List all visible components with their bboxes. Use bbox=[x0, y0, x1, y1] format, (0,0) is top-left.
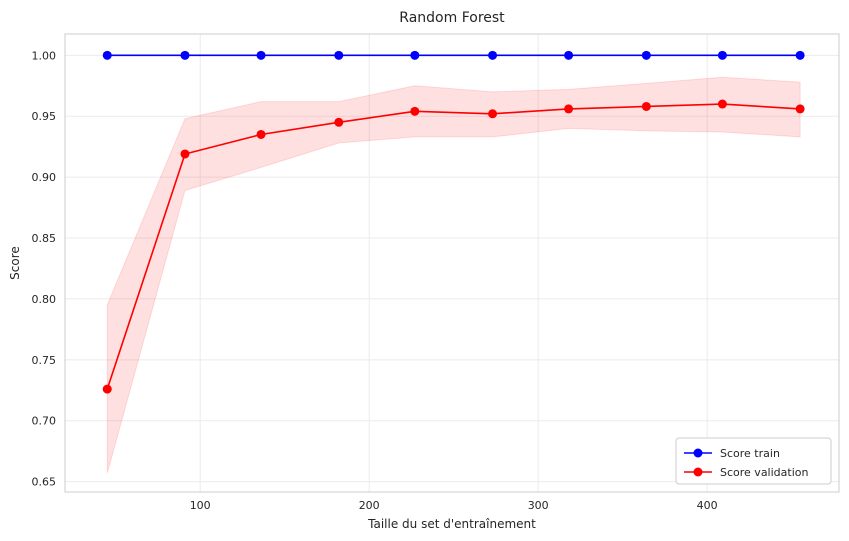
y-tick-label: 0.85 bbox=[32, 232, 57, 245]
confidence-bands bbox=[106, 76, 801, 474]
legend-label-score-validation: Score validation bbox=[720, 466, 808, 479]
data-point-score-train bbox=[641, 50, 651, 60]
y-tick-label: 1.00 bbox=[32, 49, 57, 62]
legend-swatch-marker-score-validation bbox=[693, 467, 703, 477]
plot-frame bbox=[64, 33, 840, 493]
series-line-score-validation bbox=[106, 103, 801, 390]
chart-title: Random Forest bbox=[399, 10, 505, 26]
data-point-score-train bbox=[180, 50, 190, 60]
y-tick-label: 0.75 bbox=[32, 354, 57, 367]
data-point-score-validation bbox=[334, 117, 344, 127]
data-point-score-validation bbox=[564, 104, 574, 114]
data-point-score-validation bbox=[795, 104, 805, 114]
data-point-score-validation bbox=[256, 129, 266, 139]
y-tick-label: 0.95 bbox=[32, 110, 57, 123]
data-point-score-train bbox=[256, 50, 266, 60]
y-tick-label: 0.70 bbox=[32, 415, 57, 428]
data-point-score-validation bbox=[717, 99, 727, 109]
y-tick-label: 0.80 bbox=[32, 293, 57, 306]
data-point-score-train bbox=[795, 50, 805, 60]
data-point-score-train bbox=[334, 50, 344, 60]
data-point-score-validation bbox=[488, 109, 498, 119]
data-point-score-train bbox=[410, 50, 420, 60]
x-tick-label: 300 bbox=[528, 499, 549, 512]
x-axis-ticks: 100 200 300 400 bbox=[190, 499, 718, 512]
y-axis-ticks: 0.65 0.70 0.75 0.80 0.85 0.90 0.95 1.00 bbox=[32, 49, 57, 488]
legend-label-score-train: Score train bbox=[720, 447, 780, 460]
data-point-score-validation bbox=[410, 106, 420, 116]
data-point-score-train bbox=[488, 50, 498, 60]
legend: Score train Score validation bbox=[675, 437, 832, 485]
series-markers bbox=[102, 50, 805, 394]
data-point-score-validation bbox=[180, 149, 190, 159]
x-axis-title: Taille du set d'entraînement bbox=[367, 517, 536, 531]
y-tick-label: 0.90 bbox=[32, 171, 57, 184]
series-lines bbox=[106, 54, 801, 390]
x-tick-label: 400 bbox=[697, 499, 718, 512]
data-point-score-train bbox=[102, 50, 112, 60]
legend-swatch-marker-score-train bbox=[693, 448, 703, 458]
x-tick-label: 100 bbox=[190, 499, 211, 512]
legend-items: Score train Score validation bbox=[684, 447, 808, 479]
legend-box bbox=[675, 437, 832, 485]
x-tick-label: 200 bbox=[359, 499, 380, 512]
data-point-score-validation bbox=[641, 101, 651, 111]
confidence-band-score-validation bbox=[106, 76, 801, 474]
data-point-score-validation bbox=[102, 384, 112, 394]
y-tick-label: 0.65 bbox=[32, 476, 57, 489]
data-point-score-train bbox=[717, 50, 727, 60]
data-point-score-train bbox=[564, 50, 574, 60]
y-axis-title: Score bbox=[8, 246, 22, 280]
